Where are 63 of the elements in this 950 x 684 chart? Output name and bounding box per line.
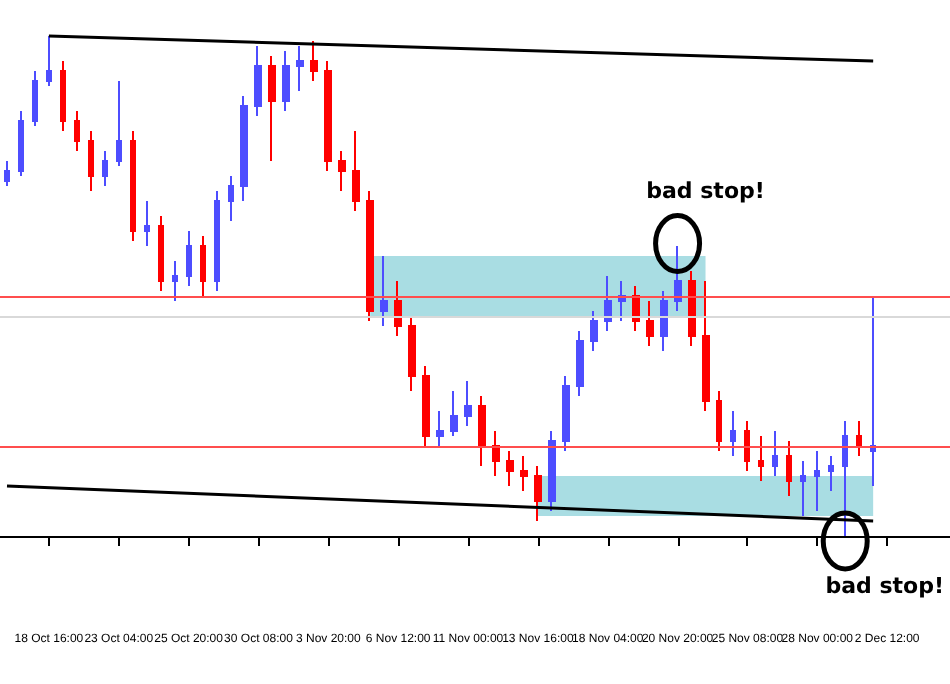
candlestick — [32, 70, 38, 127]
candlestick — [46, 35, 52, 87]
candlestick — [716, 390, 722, 452]
candlestick — [534, 465, 542, 522]
candlestick — [310, 40, 318, 82]
candlestick — [352, 130, 360, 212]
candlestick — [254, 45, 262, 117]
candlestick — [380, 255, 388, 327]
candlestick — [464, 380, 472, 427]
candlestick — [646, 300, 654, 347]
candlestick — [702, 280, 710, 412]
candlestick — [282, 50, 290, 112]
candlestick — [200, 235, 206, 297]
candlestick — [324, 60, 332, 172]
candlestick — [856, 420, 862, 457]
candlestick — [296, 45, 304, 92]
candlestick — [4, 160, 10, 187]
candlestick — [130, 130, 136, 242]
candlestick — [772, 430, 778, 477]
candlestick — [590, 310, 598, 352]
candlestick — [60, 60, 66, 132]
candlestick — [870, 295, 876, 487]
candlestick — [436, 410, 444, 447]
candlestick — [338, 150, 346, 192]
candlestick — [18, 110, 24, 177]
candlestick — [74, 110, 80, 152]
candlestick — [366, 190, 374, 322]
candlestick — [786, 440, 792, 497]
candlestick — [422, 365, 430, 447]
candlestick — [576, 330, 584, 397]
candlestick — [814, 450, 820, 512]
candlestick — [268, 55, 276, 162]
candlestick — [730, 410, 736, 457]
text: bad stop! — [825, 573, 944, 599]
candlestick — [758, 435, 764, 482]
candlestick — [562, 375, 570, 452]
candlestick — [144, 200, 150, 247]
candlestick — [478, 395, 486, 467]
candlestick — [506, 450, 514, 487]
candlestick — [240, 95, 248, 202]
candlestick — [828, 455, 834, 492]
candlestick — [228, 175, 234, 222]
candlestick — [688, 270, 696, 347]
candlestick — [186, 230, 192, 287]
candlestick — [520, 455, 528, 492]
candlestick — [842, 420, 848, 537]
candlestick — [450, 390, 458, 437]
candlestick — [492, 430, 500, 477]
annotation: bad stop! — [646, 178, 765, 204]
candlestick — [214, 190, 220, 292]
candlestick — [394, 280, 402, 337]
candlestick — [408, 315, 416, 392]
candlestick — [116, 80, 122, 167]
candlestick — [88, 130, 94, 192]
candlestick — [800, 460, 806, 517]
candlestick — [674, 245, 682, 312]
candlestick — [744, 420, 750, 472]
candlestick — [548, 430, 556, 512]
candlestick — [660, 290, 668, 352]
candlestick — [158, 215, 164, 292]
candlestick — [604, 275, 612, 332]
candlestick — [172, 260, 178, 302]
candlestick — [102, 150, 108, 187]
